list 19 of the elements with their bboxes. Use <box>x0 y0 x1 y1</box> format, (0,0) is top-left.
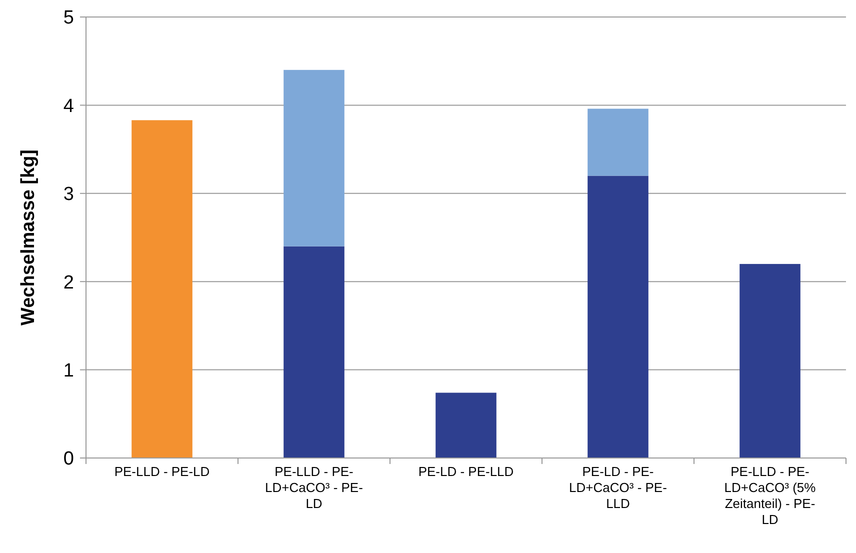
bar <box>284 246 344 458</box>
y-tick-label: 2 <box>63 272 74 294</box>
bar <box>588 108 648 176</box>
x-tick-label: PE-LLD - PE-LD <box>114 464 210 479</box>
bar <box>436 392 496 458</box>
x-tick-label: PE-LD - PE-LD+CaCO³ - PE-LLD <box>569 464 667 511</box>
bar <box>284 70 344 246</box>
bar <box>740 264 800 458</box>
y-tick-label: 4 <box>63 96 74 117</box>
x-tick-label: PE-LLD - PE-LD+CaCO³ - PE-LD <box>265 464 363 511</box>
y-tick-label: 5 <box>63 8 74 29</box>
bar <box>588 176 648 458</box>
y-axis-title: Wechselmasse [kg] <box>18 149 39 326</box>
x-tick-label: PE-LLD - PE-LD+CaCO³ (5% Zeitanteil) - PE-LD <box>724 464 816 527</box>
y-tick-label: 0 <box>63 448 74 470</box>
x-tick-label: PE-LD - PE-LLD <box>418 464 514 479</box>
y-tick-label: 1 <box>63 360 74 382</box>
bar <box>132 120 192 458</box>
y-tick-label: 3 <box>63 184 74 206</box>
